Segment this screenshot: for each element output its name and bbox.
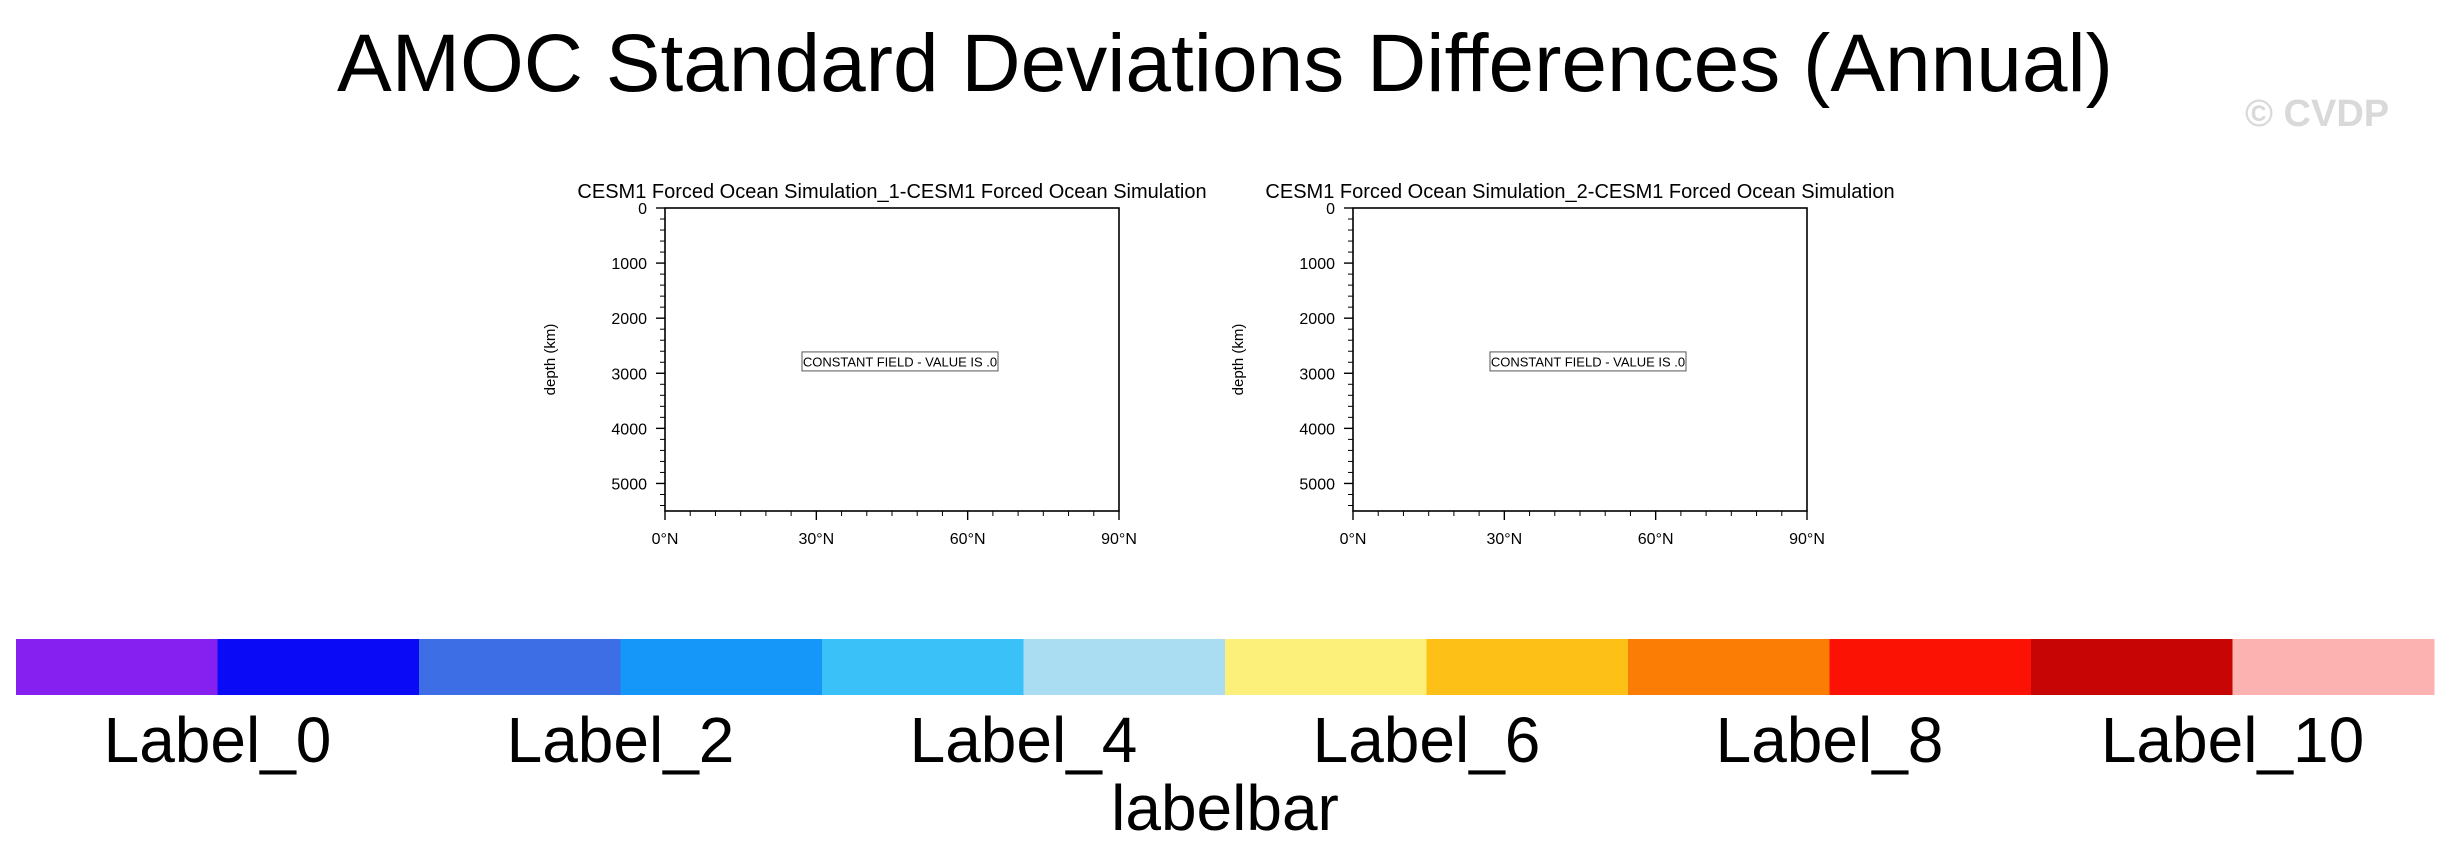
y-axis-label: depth (km) [1230, 324, 1247, 396]
y-tick-label: 5000 [1299, 476, 1335, 493]
labelbar-label: Label_6 [1313, 704, 1541, 776]
constant-field-annotation: CONSTANT FIELD - VALUE IS .0 [1489, 351, 1687, 372]
labelbar-swatch [1023, 639, 1226, 695]
constant-field-annotation: CONSTANT FIELD - VALUE IS .0 [801, 351, 999, 372]
y-tick-label: 3000 [1299, 366, 1335, 383]
labelbar-label: Label_4 [910, 704, 1138, 776]
y-tick-label: 5000 [611, 476, 647, 493]
y-tick-label: 1000 [1299, 256, 1335, 273]
labelbar-swatch [1225, 639, 1427, 695]
labelbar-swatch [217, 639, 420, 695]
cvdp-watermark: © CVDP [2245, 93, 2390, 135]
labelbar-label: Label_2 [507, 704, 735, 776]
y-axis-label: depth (km) [542, 324, 559, 396]
x-tick-label: 30°N [798, 531, 834, 548]
x-tick-label: 0°N [652, 531, 679, 548]
x-tick-label: 0°N [1340, 531, 1367, 548]
y-tick-label: 4000 [1299, 421, 1335, 438]
figure-title: AMOC Standard Deviations Differences (An… [337, 18, 2113, 109]
panels: CESM1 Forced Ocean Simulation_1-CESM1 Fo… [542, 181, 1895, 548]
y-tick-label: 0 [1326, 201, 1335, 218]
y-tick-label: 4000 [611, 421, 647, 438]
annotation-box [801, 351, 999, 372]
labelbar-swatch [1426, 639, 1629, 695]
labelbar-swatch [1628, 639, 1830, 695]
labelbar-label: Label_10 [2101, 704, 2364, 776]
labelbar-label: Label_0 [104, 704, 332, 776]
labelbar: Label_0 Label_2 Label_4 Label_6 Label_8 Label… [16, 639, 2435, 844]
labelbar-swatch [1829, 639, 2032, 695]
labelbar-swatch [2232, 639, 2435, 695]
y-tick-label: 3000 [611, 366, 647, 383]
panel-1: CESM1 Forced Ocean Simulation_1-CESM1 Fo… [542, 181, 1207, 548]
panel-title: CESM1 Forced Ocean Simulation_2-CESM1 Fo… [1265, 181, 1894, 203]
y-tick-label: 1000 [611, 256, 647, 273]
x-tick-label: 90°N [1101, 531, 1137, 548]
labelbar-swatch [822, 639, 1024, 695]
x-tick-label: 90°N [1789, 531, 1825, 548]
y-tick-label: 2000 [1299, 311, 1335, 328]
annotation-text: CONSTANT FIELD - VALUE IS .0 [1491, 354, 1685, 369]
labelbar-swatch [2031, 639, 2233, 695]
labelbar-label: Label_8 [1716, 704, 1944, 776]
labelbar-swatch [620, 639, 823, 695]
labelbar-title: labelbar [1111, 772, 1339, 844]
x-tick-label: 60°N [950, 531, 986, 548]
annotation-text: CONSTANT FIELD - VALUE IS .0 [803, 354, 997, 369]
y-tick-label: 2000 [611, 311, 647, 328]
x-tick-label: 60°N [1638, 531, 1674, 548]
annotation-box [1489, 351, 1687, 372]
panel-title: CESM1 Forced Ocean Simulation_1-CESM1 Fo… [577, 181, 1206, 203]
panel-2: CESM1 Forced Ocean Simulation_2-CESM1 Fo… [1230, 181, 1895, 548]
x-tick-label: 30°N [1486, 531, 1522, 548]
labelbar-swatch [16, 639, 218, 695]
labelbar-swatch [419, 639, 621, 695]
y-tick-label: 0 [638, 201, 647, 218]
